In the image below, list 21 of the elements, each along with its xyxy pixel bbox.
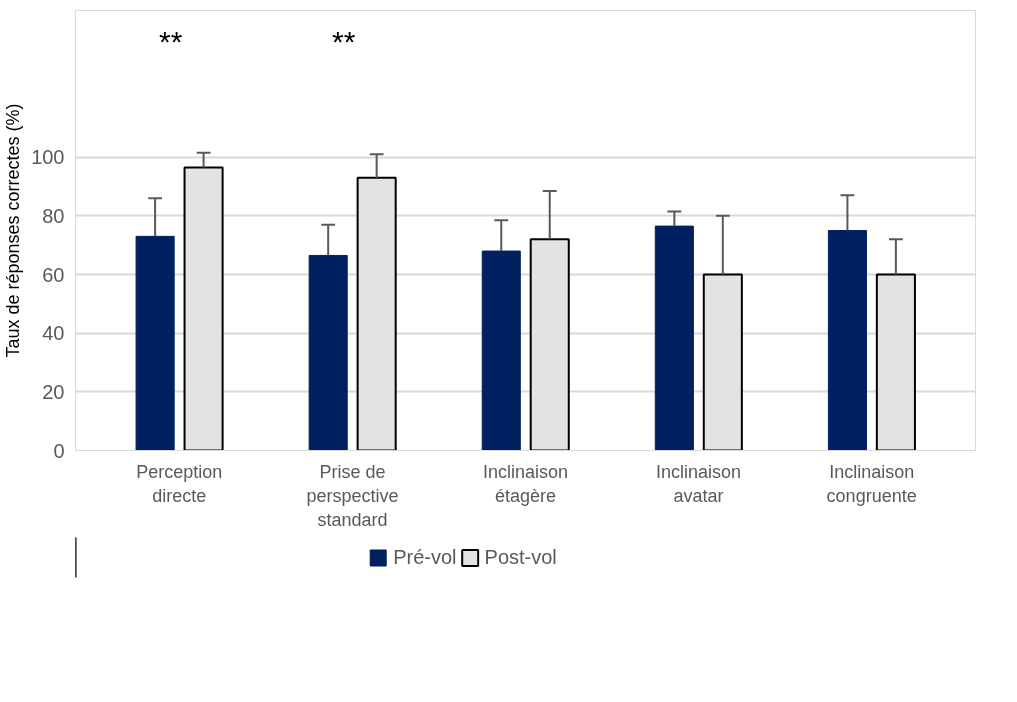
bar (135, 235, 175, 451)
bar (481, 250, 521, 451)
y-tick-label: 20 (42, 380, 65, 403)
x-tick-label: Inclinaison étagère (482, 461, 569, 506)
bar (654, 225, 694, 451)
x-tick-label: Inclinaison congruente (826, 461, 917, 506)
y-tick-label: 60 (42, 263, 65, 286)
x-tick-label: Perception directe (136, 461, 223, 506)
x-tick-label: Inclinaison avatar (656, 461, 742, 506)
y-tick-label: 0 (53, 439, 65, 462)
bar (308, 254, 348, 451)
y-axis-title: Taux de réponses correctes (%) (3, 103, 24, 358)
annotation: ** (332, 24, 356, 58)
legend-label: Post-vol (484, 545, 557, 569)
y-tick-label: 100 (31, 146, 65, 169)
x-tick-label: Prise de perspective standard (306, 461, 399, 530)
legend-label: Pré-vol (393, 545, 457, 569)
annotation: ** (159, 24, 183, 58)
y-tick-label: 80 (42, 204, 65, 227)
y-tick-label: 40 (42, 322, 65, 345)
bar (827, 230, 867, 451)
